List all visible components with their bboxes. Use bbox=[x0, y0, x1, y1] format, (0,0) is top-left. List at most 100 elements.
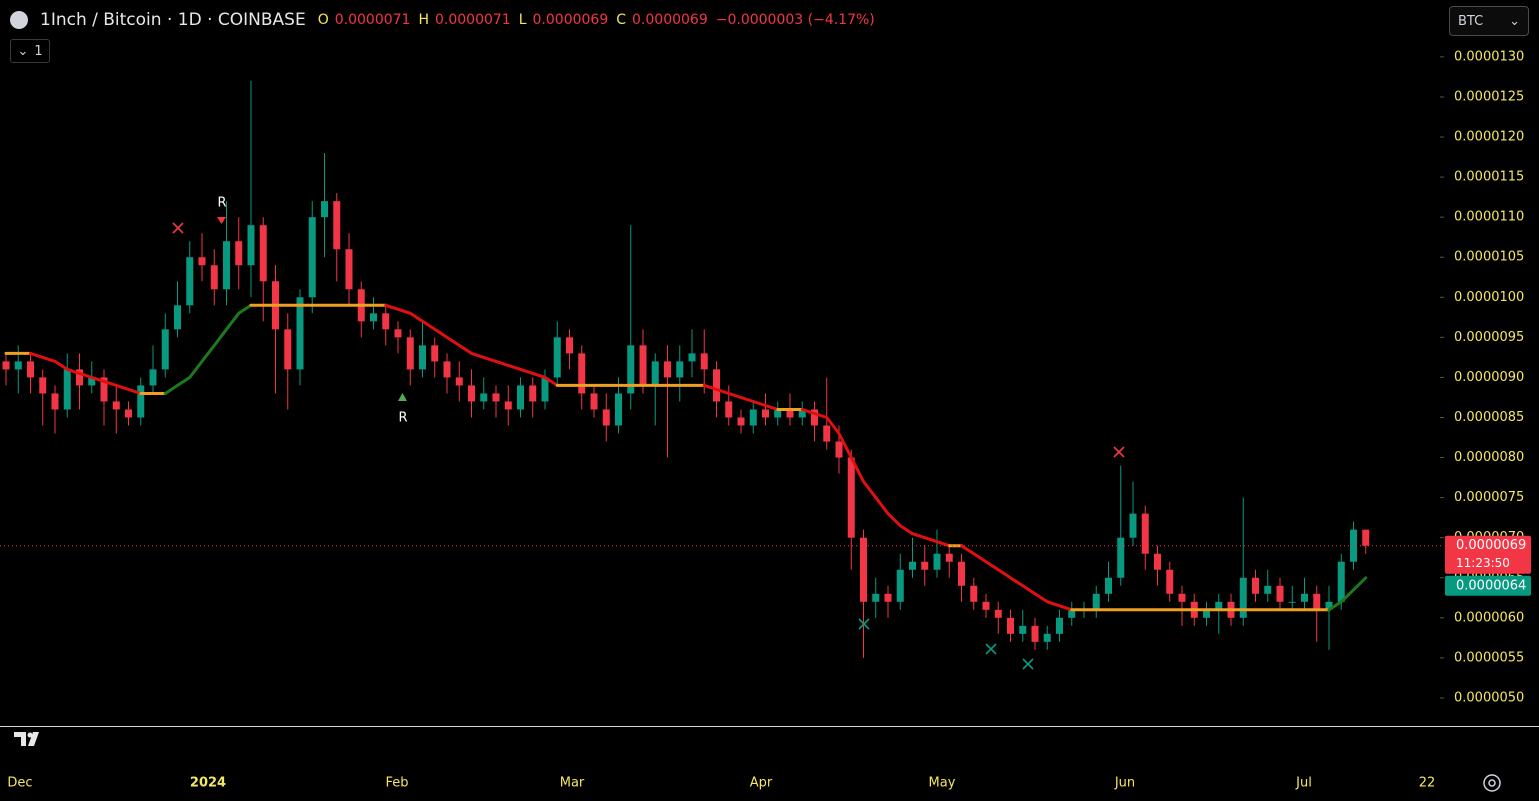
ohlc-value: 0.0000069 bbox=[532, 12, 609, 28]
candle-body bbox=[639, 345, 647, 386]
candle-body bbox=[749, 409, 757, 426]
candle-body bbox=[1166, 569, 1174, 594]
candle-body bbox=[921, 561, 929, 570]
x-tick-label: Jul bbox=[1295, 776, 1312, 791]
signal-cross bbox=[1113, 446, 1125, 458]
candle-body bbox=[1337, 561, 1345, 602]
candle-body bbox=[994, 609, 1002, 618]
candle-body bbox=[590, 393, 598, 410]
candle-body bbox=[1288, 601, 1296, 603]
candle-body bbox=[700, 353, 708, 370]
y-tick-label: 0.0000120 bbox=[1454, 130, 1524, 145]
candle-body bbox=[112, 401, 120, 410]
candle-body bbox=[823, 425, 831, 442]
candle-body bbox=[627, 345, 635, 394]
signal-triangle bbox=[217, 217, 226, 224]
candle-body bbox=[2, 361, 10, 370]
y-tick-label: 0.0000110 bbox=[1454, 210, 1524, 225]
candle-body bbox=[774, 409, 782, 418]
legend-header: 1Inch / Bitcoin · 1D · COINBASE O 0.00000… bbox=[10, 8, 877, 32]
candle-body bbox=[51, 393, 59, 410]
candle-body bbox=[88, 377, 96, 386]
x-tick-label: Mar bbox=[560, 776, 585, 791]
candle-body bbox=[137, 385, 145, 418]
candle-body bbox=[394, 329, 402, 338]
candle-body bbox=[541, 377, 549, 402]
annotation: R bbox=[398, 411, 407, 426]
candle-body bbox=[419, 345, 426, 370]
moving-average bbox=[1327, 576, 1368, 612]
candle-body bbox=[308, 217, 316, 298]
candle-body bbox=[1154, 553, 1161, 570]
symbol-title[interactable]: 1Inch / Bitcoin · 1D · COINBASE bbox=[40, 10, 306, 30]
indicator-count: 1 bbox=[34, 43, 43, 59]
moving-average bbox=[29, 351, 143, 395]
candle-body bbox=[39, 377, 47, 394]
signal-cross bbox=[172, 222, 184, 234]
candle-body bbox=[970, 585, 978, 602]
candle-body bbox=[786, 409, 794, 418]
candle-body bbox=[676, 361, 684, 378]
moving-average bbox=[384, 303, 559, 387]
change: −0.0000003 (−4.17%) bbox=[715, 12, 875, 28]
candle-body bbox=[223, 241, 230, 290]
signal-cross bbox=[1022, 658, 1034, 670]
candle-body bbox=[333, 201, 341, 250]
candle-body bbox=[235, 241, 243, 266]
candle-body bbox=[198, 257, 206, 266]
candle-body bbox=[125, 409, 132, 418]
y-tick-label: 0.0000075 bbox=[1454, 490, 1524, 505]
x-tick-label: Apr bbox=[750, 776, 773, 791]
candle-body bbox=[1129, 513, 1137, 538]
indicator-toggle[interactable]: ⌄ 1 bbox=[10, 39, 50, 63]
price-tag-box bbox=[1445, 535, 1531, 574]
y-tick-label: 0.0000130 bbox=[1454, 49, 1524, 64]
candle-body bbox=[149, 369, 157, 386]
candle-body bbox=[14, 361, 22, 370]
candle-body bbox=[210, 265, 218, 290]
candle-body bbox=[370, 313, 377, 322]
candle-body bbox=[1117, 537, 1125, 578]
chevron: ⌄ bbox=[17, 43, 29, 59]
signal-cross bbox=[985, 643, 997, 655]
candle-body bbox=[529, 385, 537, 402]
candle-body bbox=[982, 601, 990, 610]
y-tick-label: 0.0000115 bbox=[1454, 170, 1524, 185]
candle-body bbox=[945, 553, 953, 562]
candle-body bbox=[517, 385, 524, 410]
candle-body bbox=[1007, 617, 1014, 634]
candle-body bbox=[1252, 577, 1259, 594]
candle-body bbox=[713, 369, 720, 402]
candle-body bbox=[737, 417, 745, 426]
candle-body bbox=[1105, 577, 1112, 594]
candle-body bbox=[762, 409, 769, 418]
candle-body bbox=[455, 377, 463, 386]
candle-body bbox=[345, 249, 353, 290]
x-tick-label: 22 bbox=[1419, 776, 1436, 791]
price-tag-label: 0.0000069 bbox=[1456, 538, 1526, 553]
ohlc-key: L bbox=[518, 12, 527, 28]
candle-body bbox=[1313, 593, 1321, 610]
y-tick-label: 0.0000090 bbox=[1454, 370, 1524, 385]
y-tick-label: 0.0000055 bbox=[1454, 650, 1524, 665]
candle-body bbox=[1056, 617, 1063, 634]
symbol-logo bbox=[10, 11, 28, 29]
currency-select[interactable]: BTC ⌄ bbox=[1449, 6, 1529, 36]
moving-average bbox=[800, 408, 951, 548]
candle-body bbox=[896, 569, 904, 602]
series-layer: RR bbox=[2, 80, 1370, 670]
y-tick-label: 0.0000050 bbox=[1454, 690, 1524, 705]
annotation: R bbox=[217, 196, 226, 211]
x-tick-label: Dec bbox=[7, 776, 32, 791]
price-tag-label: 0.0000064 bbox=[1456, 578, 1526, 593]
candle-body bbox=[1031, 625, 1039, 642]
moving-average bbox=[960, 544, 1074, 612]
candle-body bbox=[1178, 593, 1186, 602]
ohlc-key: C bbox=[616, 12, 627, 28]
settings-icon[interactable] bbox=[1483, 774, 1501, 792]
candle-body bbox=[468, 385, 475, 402]
chevron: ⌄ bbox=[1509, 13, 1520, 29]
candle-body bbox=[1019, 625, 1027, 634]
candle-body bbox=[504, 401, 512, 410]
